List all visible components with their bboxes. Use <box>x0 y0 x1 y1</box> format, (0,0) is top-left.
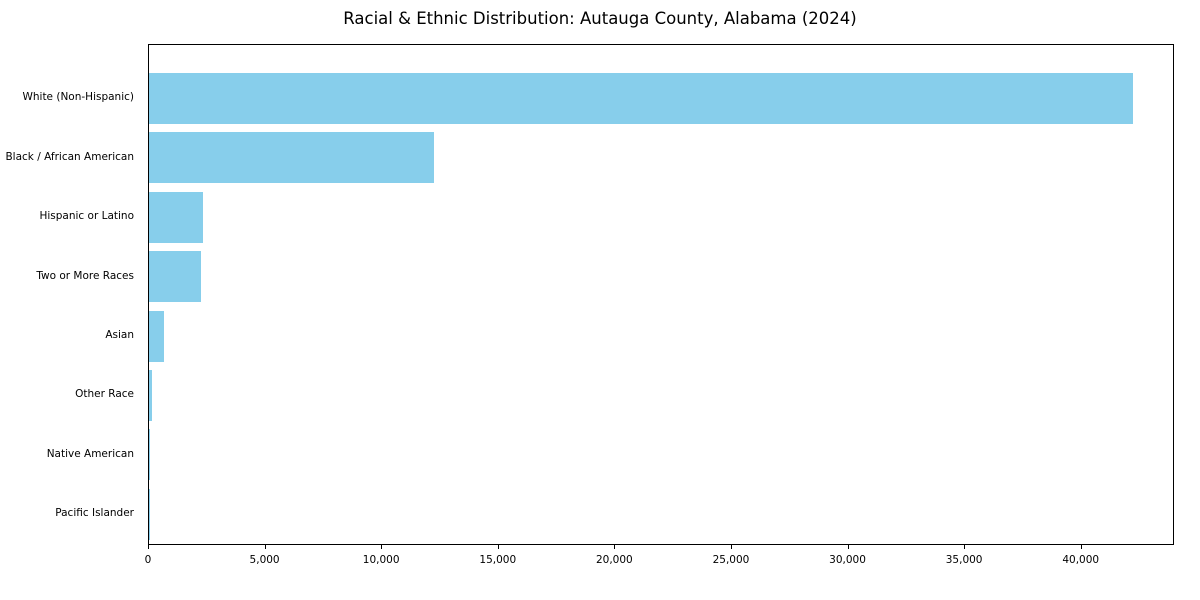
x-tick-label: 25,000 <box>712 554 750 566</box>
bar <box>149 310 165 362</box>
x-tick-label: 35,000 <box>945 554 983 566</box>
x-tick-label: 15,000 <box>479 554 517 566</box>
x-tick-label: 20,000 <box>595 554 633 566</box>
bar <box>149 72 1134 124</box>
y-tick-label: Asian <box>105 329 134 342</box>
chart-title: Racial & Ethnic Distribution: Autauga Co… <box>343 9 857 28</box>
x-tick-mark <box>614 545 616 549</box>
x-tick-mark <box>730 545 732 549</box>
bar <box>149 132 435 184</box>
y-tick-label: Other Race <box>75 388 134 401</box>
y-tick-label: Native American <box>46 447 134 460</box>
x-tick-mark <box>497 545 499 549</box>
x-tick-mark <box>264 545 266 549</box>
bar <box>149 191 203 243</box>
plot-area <box>148 44 1174 545</box>
x-tick-label: 0 <box>144 554 152 566</box>
y-tick-label: Black / African American <box>5 150 134 163</box>
x-tick-label: 10,000 <box>362 554 400 566</box>
x-tick-mark <box>381 545 383 549</box>
x-tick-label: 5,000 <box>249 554 280 566</box>
x-tick-label: 40,000 <box>1062 554 1100 566</box>
x-axis: 0 5,000 10,000 15,000 20,000 25,000 30,000 35,0… <box>144 545 1174 585</box>
bar <box>149 369 152 422</box>
x-tick-label: 30,000 <box>829 554 866 566</box>
y-axis-labels: White (Non-Hispanic) Black / African Amer… <box>0 44 141 545</box>
y-tick-label: Hispanic or Latino <box>39 210 134 223</box>
x-tick-mark <box>1080 545 1082 549</box>
bar <box>149 251 202 303</box>
x-tick-mark <box>148 545 149 549</box>
x-tick-mark <box>847 545 849 549</box>
y-tick-label: White (Non-Hispanic) <box>22 91 134 104</box>
y-tick-label: Pacific Islander <box>55 507 134 520</box>
x-tick-mark <box>964 545 966 549</box>
bar <box>149 429 150 481</box>
y-tick-label: Two or More Races <box>36 269 134 282</box>
